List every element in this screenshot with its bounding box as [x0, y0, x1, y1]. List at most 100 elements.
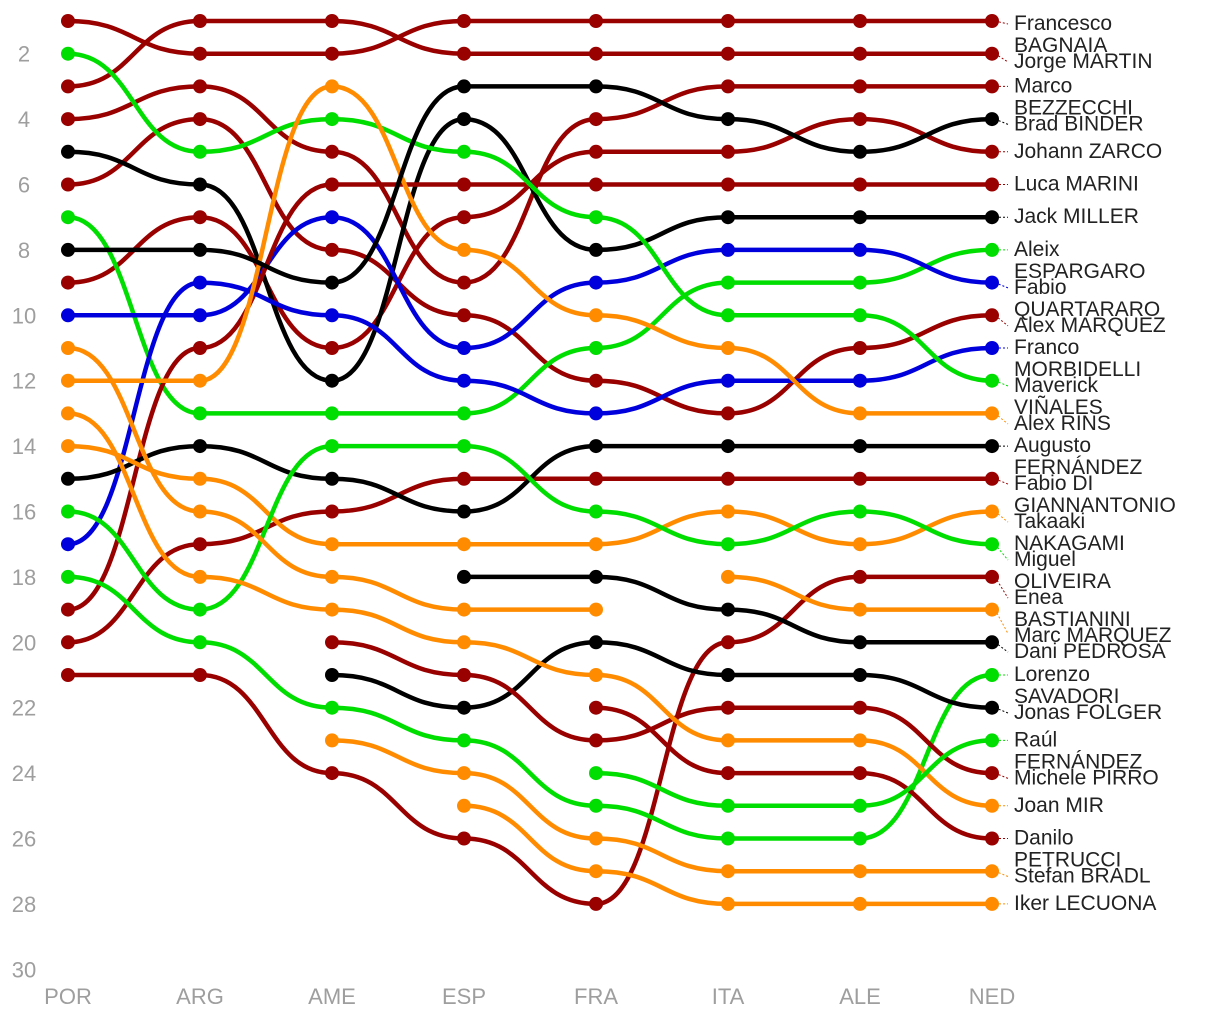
data-point [61, 504, 75, 519]
data-point [457, 569, 471, 584]
data-point [589, 733, 603, 748]
data-point [61, 46, 75, 61]
data-point [589, 210, 603, 225]
data-point [985, 275, 999, 290]
data-point [853, 896, 867, 911]
data-point [589, 112, 603, 127]
data-point [985, 569, 999, 584]
data-point [325, 537, 339, 552]
data-point [853, 210, 867, 225]
data-point [61, 668, 75, 682]
data-point [61, 635, 75, 650]
data-point [589, 766, 603, 781]
data-point [325, 46, 339, 61]
series-line [593, 705, 995, 841]
data-point [721, 210, 735, 225]
data-point [985, 46, 999, 61]
data-point [325, 308, 339, 323]
series-end-label: Augusto [1014, 434, 1091, 457]
series-line [461, 803, 995, 907]
data-point [985, 700, 999, 715]
x-tick-label: AME [308, 984, 356, 1009]
data-point [193, 439, 207, 454]
series-line [65, 476, 995, 645]
data-point [589, 537, 603, 552]
data-point [853, 504, 867, 519]
data-point [61, 112, 75, 127]
data-point [853, 700, 867, 715]
data-point [589, 144, 603, 159]
data-point [193, 537, 207, 552]
data-point [457, 471, 471, 486]
data-point [193, 14, 207, 28]
series-end-label: Johann ZARCO [1014, 140, 1162, 163]
data-point [853, 668, 867, 682]
series-end-label: Marc MARQUEZ [1014, 624, 1172, 647]
data-point [457, 373, 471, 388]
label-connector [994, 543, 1009, 561]
data-point [853, 242, 867, 257]
data-point [985, 635, 999, 650]
data-point [457, 798, 471, 813]
data-point [721, 537, 735, 552]
x-tick-label: POR [44, 984, 92, 1009]
data-point [61, 14, 75, 28]
data-point [589, 242, 603, 257]
data-point [853, 471, 867, 486]
series-end-label: OLIVEIRA [1014, 570, 1111, 593]
label-connector [994, 413, 1009, 425]
series-line [65, 84, 995, 416]
label-connector [994, 641, 1009, 653]
data-point [589, 635, 603, 650]
data-point [193, 406, 207, 421]
data-point [721, 177, 735, 192]
data-point [193, 112, 207, 127]
data-point [325, 177, 339, 192]
data-point [985, 864, 999, 879]
data-point [721, 602, 735, 617]
series-points [61, 14, 999, 911]
data-point [457, 14, 471, 28]
data-point [61, 471, 75, 486]
data-point [589, 864, 603, 879]
data-point [853, 602, 867, 617]
data-point [193, 635, 207, 650]
label-connector [994, 314, 1009, 327]
data-point [457, 79, 471, 94]
label-connector [994, 609, 1009, 634]
data-point [985, 439, 999, 454]
data-point [457, 766, 471, 781]
series-end-label: Aleix [1014, 238, 1060, 261]
data-point [61, 537, 75, 552]
series-line [593, 738, 995, 809]
series-end-label: Alex MARQUEZ [1014, 314, 1166, 337]
y-tick-label: 8 [18, 238, 30, 263]
data-point [721, 569, 735, 584]
data-point [193, 275, 207, 290]
data-point [853, 14, 867, 28]
series-end-label: BEZZECCHI [1014, 96, 1133, 119]
x-tick-label: ARG [176, 984, 224, 1009]
data-point [61, 79, 75, 94]
series-end-label: Iker LECUONA [1014, 892, 1156, 915]
data-point [589, 798, 603, 813]
y-tick-label: 20 [12, 630, 36, 655]
data-point [589, 700, 603, 715]
data-point [325, 14, 339, 28]
data-point [589, 275, 603, 290]
data-point [721, 733, 735, 748]
series-end-label: Francesco [1014, 12, 1112, 35]
data-point [457, 504, 471, 519]
data-point [985, 14, 999, 28]
data-point [985, 406, 999, 421]
series-end-label: VIÑALES [1014, 395, 1103, 419]
data-point [193, 308, 207, 323]
data-point [457, 602, 471, 617]
data-point [589, 439, 603, 454]
series-line [65, 443, 995, 612]
data-point [721, 112, 735, 127]
data-point [325, 602, 339, 617]
data-point [61, 602, 75, 617]
series-end-label: Fabio DI [1014, 472, 1093, 495]
data-point [457, 439, 471, 454]
